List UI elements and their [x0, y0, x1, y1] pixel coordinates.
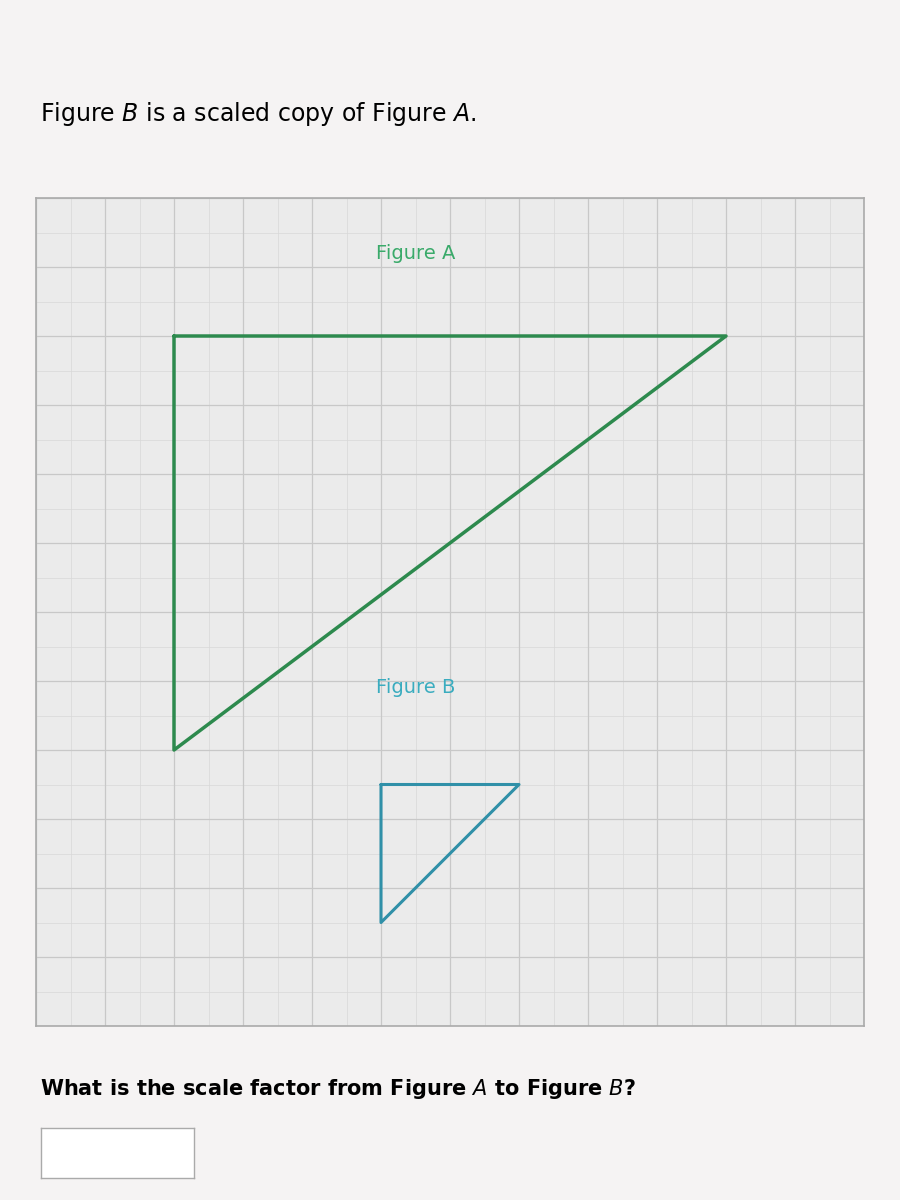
Text: Figure $\it{B}$ is a scaled copy of Figure $\it{A}$.: Figure $\it{B}$ is a scaled copy of Figu… — [40, 100, 477, 128]
Text: Figure B: Figure B — [376, 678, 455, 697]
Text: What is the scale factor from Figure $\it{A}$ to Figure $\it{B}$?: What is the scale factor from Figure $\i… — [40, 1078, 636, 1102]
Text: Figure A: Figure A — [376, 244, 455, 263]
